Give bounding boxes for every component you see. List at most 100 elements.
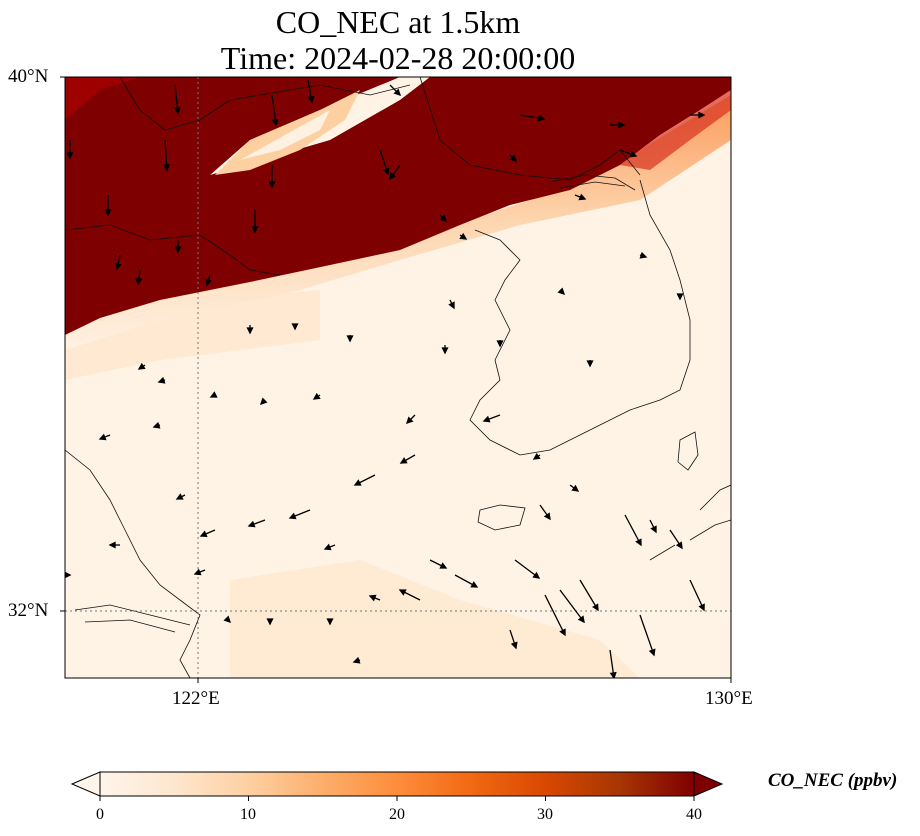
- colorbar-label: CO_NEC (ppbv): [768, 770, 898, 791]
- wind-vector-head: [439, 214, 448, 223]
- wind-vector-head: [439, 562, 448, 569]
- map-field: [65, 77, 731, 678]
- lat-label-40n: 40°N: [8, 66, 49, 87]
- colorbar-extend-min: [70, 771, 101, 797]
- coastline-kyushu: [649, 484, 731, 561]
- wind-vector-head: [510, 641, 518, 650]
- wind-vector-head: [163, 164, 171, 172]
- wind-vector-head: [199, 530, 208, 538]
- wind-vector-head: [650, 525, 657, 534]
- coastlines: [65, 77, 731, 678]
- wind-vector-head: [578, 193, 587, 201]
- wind-vector-head: [639, 251, 648, 259]
- wind-vector-head: [66, 152, 74, 160]
- wind-vector-head: [174, 246, 182, 254]
- wind-vector-head: [209, 391, 218, 398]
- coastline-jeju: [477, 504, 526, 531]
- wind-vector-head: [532, 452, 541, 460]
- wind-vector-head: [441, 347, 449, 355]
- wind-vector: [579, 579, 599, 611]
- wind-vector-head: [577, 615, 585, 624]
- wind-vector-head: [532, 571, 541, 579]
- wind-vector-head: [559, 628, 566, 637]
- wind-vector: [639, 614, 655, 656]
- wind-vector-head: [205, 278, 213, 287]
- lon-label-130e: 130°E: [705, 688, 753, 709]
- coastline-korea-north: [419, 77, 641, 181]
- coastline-yangtze-mouth: [74, 604, 191, 633]
- wind-vector-head: [592, 603, 599, 612]
- coastline-china-east: [65, 449, 201, 678]
- plume-gradient-edge: [65, 95, 731, 350]
- wind-vector-head: [173, 107, 181, 115]
- high-concentration-plume: [65, 77, 731, 335]
- wind-vector-head: [448, 301, 455, 310]
- colorbar-tick-0: 0: [96, 806, 104, 823]
- colorbar-tick-10: 10: [240, 806, 256, 823]
- moderate-patch-south: [230, 560, 640, 678]
- wind-vector-head: [104, 209, 112, 217]
- wind-vector-head: [635, 538, 642, 547]
- wind-vector-head: [675, 541, 683, 550]
- wind-vector-head: [98, 433, 107, 441]
- plume-fringe-nw: [65, 77, 140, 120]
- wind-vector-head: [246, 327, 254, 335]
- wind-vector-head: [648, 648, 656, 657]
- axis-ticks: [60, 76, 732, 683]
- wind-vector-head: [389, 172, 397, 181]
- graticule: [65, 77, 731, 678]
- wind-vector-head: [352, 656, 361, 664]
- wind-vector: [559, 589, 585, 623]
- wind-vector-head: [137, 362, 146, 370]
- wind-vector-head: [312, 392, 321, 400]
- coastline-tsushima: [677, 431, 699, 471]
- map-plot: [60, 76, 732, 683]
- wind-vector: [544, 594, 566, 636]
- wind-vector-head: [509, 154, 518, 163]
- wind-vector-head: [482, 415, 491, 423]
- coastline-korea-bay: [549, 174, 636, 191]
- wind-vector-head: [676, 293, 684, 301]
- wind-vector-head: [288, 512, 297, 520]
- wind-vector-head: [268, 181, 276, 189]
- wind-vector-head: [399, 457, 408, 464]
- wind-vector-head: [405, 416, 414, 425]
- wind-vector-head: [247, 520, 256, 528]
- wind-vector-head: [459, 232, 468, 240]
- wind-vector-head: [271, 118, 279, 127]
- wind-vectors: [65, 79, 706, 678]
- wind-vector-head: [152, 421, 161, 429]
- colorbar-gradient: [99, 771, 695, 797]
- colorbar: [70, 771, 724, 801]
- map-subtitle-time: Time: 2024-02-28 20:00:00: [220, 40, 576, 76]
- plume-fringe-ne: [620, 90, 731, 170]
- wind-vector-head: [135, 277, 143, 286]
- wind-vector-head: [326, 618, 334, 626]
- wind-vector-head: [108, 541, 116, 549]
- wind-vector-head: [368, 594, 377, 602]
- lon-label-122e: 122°E: [172, 688, 220, 709]
- wind-vector-head: [266, 618, 274, 626]
- wind-vector-head: [323, 543, 332, 551]
- colorbar-extend-max: [693, 771, 724, 797]
- wind-vector-head: [114, 262, 122, 271]
- wind-vector-head: [698, 111, 706, 119]
- map-title: CO_NEC at 1.5km: [275, 4, 521, 40]
- wind-vector-head: [398, 589, 407, 596]
- wind-vector-head: [618, 121, 626, 129]
- wind-vector-head: [496, 340, 504, 348]
- wind-vector-head: [557, 287, 566, 296]
- map-frame: [64, 76, 732, 679]
- wind-vector-head: [353, 479, 362, 486]
- wind-vector-head: [346, 335, 354, 343]
- moderate-patch-west: [65, 290, 320, 380]
- wind-vector-head: [382, 167, 390, 176]
- wind-vector-head: [251, 226, 259, 234]
- wind-vector-head: [698, 603, 705, 612]
- wind-vector-head: [586, 360, 594, 368]
- colorbar-tick-marks: [99, 796, 695, 801]
- wind-vector: [624, 514, 642, 546]
- wind-vector-head: [223, 615, 232, 624]
- wind-vector-head: [291, 323, 299, 331]
- wind-vector-head: [193, 568, 202, 576]
